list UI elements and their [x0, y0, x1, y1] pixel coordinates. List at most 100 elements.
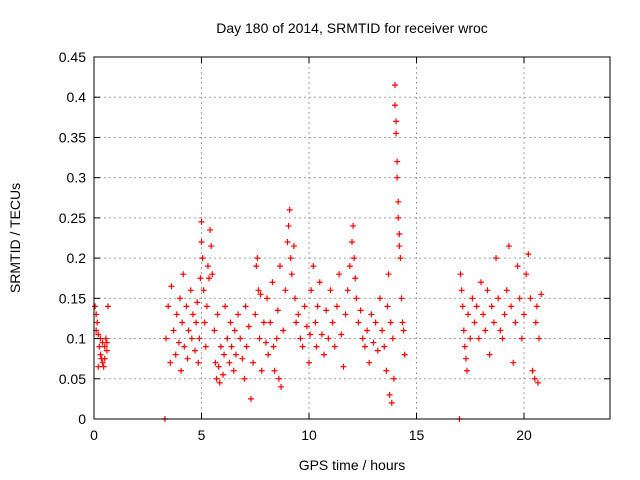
data-point — [329, 319, 336, 326]
data-point — [297, 335, 304, 342]
data-point — [527, 295, 534, 302]
data-point — [293, 319, 300, 326]
data-point — [350, 222, 357, 229]
data-point — [469, 295, 476, 302]
data-point — [232, 351, 239, 358]
data-point — [395, 214, 402, 221]
data-point — [168, 283, 175, 290]
data-point — [231, 327, 238, 334]
data-point — [179, 319, 186, 326]
data-point — [499, 335, 506, 342]
data-point — [103, 339, 110, 346]
data-point — [457, 271, 464, 278]
data-point — [239, 355, 246, 362]
data-point — [393, 130, 400, 137]
data-point — [325, 335, 332, 342]
y-tick-label: 0.45 — [59, 49, 86, 65]
data-point — [95, 363, 102, 370]
y-tick-label: 0.3 — [67, 170, 87, 186]
data-point — [172, 351, 179, 358]
data-point — [458, 287, 465, 294]
data-point — [253, 263, 260, 270]
data-point — [292, 295, 299, 302]
data-point — [393, 118, 400, 125]
data-point — [376, 295, 383, 302]
y-tick-label: 0.15 — [59, 290, 86, 306]
data-point — [459, 303, 466, 310]
data-point — [310, 263, 317, 270]
data-point — [175, 339, 182, 346]
data-point — [357, 307, 364, 314]
data-point — [177, 295, 183, 302]
data-point — [370, 339, 377, 346]
data-point — [521, 311, 527, 318]
data-point — [242, 303, 249, 310]
data-point — [301, 303, 308, 310]
data-point — [361, 343, 368, 350]
data-point — [193, 319, 200, 326]
data-point — [258, 367, 265, 374]
data-point — [531, 375, 538, 382]
data-point — [237, 335, 244, 342]
plot-area-frame — [93, 56, 611, 420]
data-point — [241, 375, 248, 382]
data-point — [538, 291, 545, 298]
data-point — [516, 295, 523, 302]
data-point — [536, 335, 543, 342]
data-point — [351, 255, 358, 262]
data-point — [313, 343, 320, 350]
data-point — [346, 263, 353, 270]
data-point — [381, 343, 388, 350]
data-point — [287, 255, 294, 262]
y-tick-label: 0 — [78, 411, 86, 427]
data-point — [394, 174, 401, 181]
data-point — [372, 319, 379, 326]
data-point — [257, 291, 264, 298]
data-point — [181, 343, 188, 350]
data-point — [321, 351, 328, 358]
data-point — [195, 359, 202, 366]
data-point — [533, 303, 540, 310]
data-point — [285, 222, 292, 229]
data-point — [183, 303, 190, 310]
x-tick-label: 15 — [409, 427, 425, 443]
x-tick-label: 0 — [90, 427, 98, 443]
data-point — [398, 295, 405, 302]
data-point — [167, 359, 174, 366]
data-point — [96, 343, 103, 350]
axis-ticks: 0 0.05 0.1 0.15 0.2 0.25 0.3 0.35 0.4 0.45 0 5 10 15 2… — [59, 49, 610, 443]
data-point — [400, 327, 407, 334]
data-point — [501, 311, 508, 318]
data-point — [202, 343, 209, 350]
data-point — [282, 287, 289, 294]
data-point — [396, 243, 403, 250]
data-point — [95, 331, 102, 338]
data-point — [203, 303, 210, 310]
data-point — [263, 339, 269, 346]
data-point — [338, 331, 345, 338]
data-point — [255, 287, 262, 294]
data-point — [508, 303, 515, 310]
data-point — [226, 359, 233, 366]
data-point — [349, 239, 355, 246]
data-point — [490, 319, 497, 326]
data-point — [245, 323, 252, 330]
data-point — [187, 287, 194, 294]
data-point — [230, 367, 237, 374]
data-point — [525, 251, 532, 258]
data-point — [221, 351, 228, 358]
data-point — [247, 395, 254, 402]
data-point — [461, 343, 468, 350]
x-tick-label: 10 — [301, 427, 317, 443]
data-point — [480, 311, 487, 318]
data-point — [389, 335, 396, 342]
data-point — [214, 311, 221, 318]
data-point — [102, 335, 109, 342]
data-point — [165, 303, 172, 310]
data-point — [386, 391, 393, 398]
data-point — [299, 343, 306, 350]
data-point — [288, 271, 295, 278]
data-point — [92, 303, 99, 310]
data-point — [278, 383, 285, 390]
data-point — [471, 319, 478, 326]
